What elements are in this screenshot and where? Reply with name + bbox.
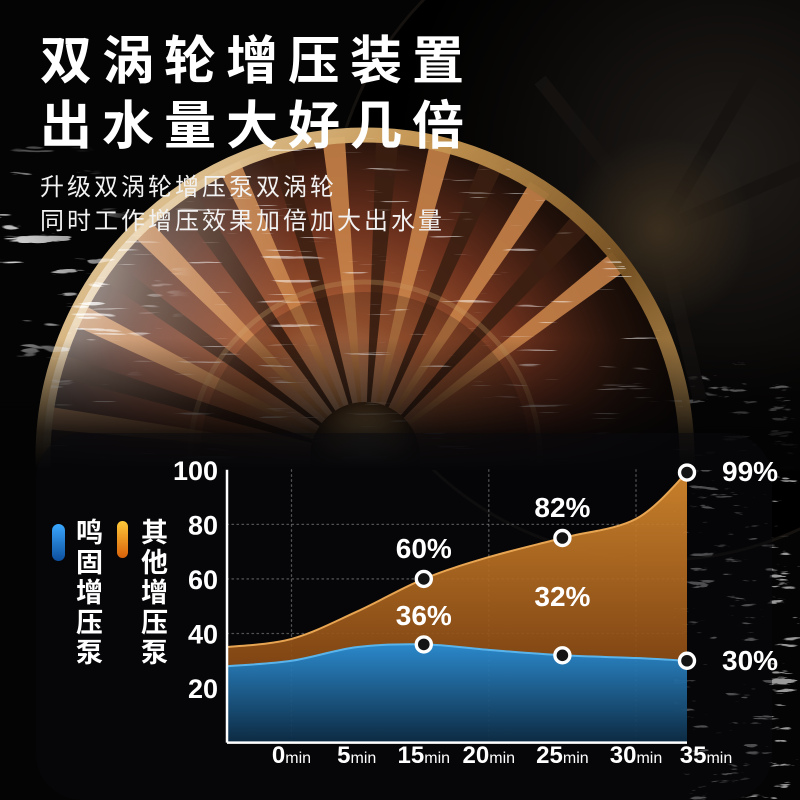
svg-text:60: 60: [188, 565, 218, 595]
svg-text:100: 100: [173, 456, 218, 486]
svg-text:99%: 99%: [722, 456, 778, 487]
svg-text:82%: 82%: [534, 492, 590, 523]
svg-text:40: 40: [188, 620, 218, 650]
svg-text:80: 80: [188, 511, 218, 541]
svg-text:36%: 36%: [396, 600, 452, 631]
svg-text:泵: 泵: [141, 631, 168, 670]
svg-text:30%: 30%: [722, 645, 778, 676]
svg-text:20: 20: [188, 674, 218, 704]
svg-text:泵: 泵: [76, 631, 103, 670]
svg-text:32%: 32%: [534, 581, 590, 612]
svg-text:60%: 60%: [396, 533, 452, 564]
